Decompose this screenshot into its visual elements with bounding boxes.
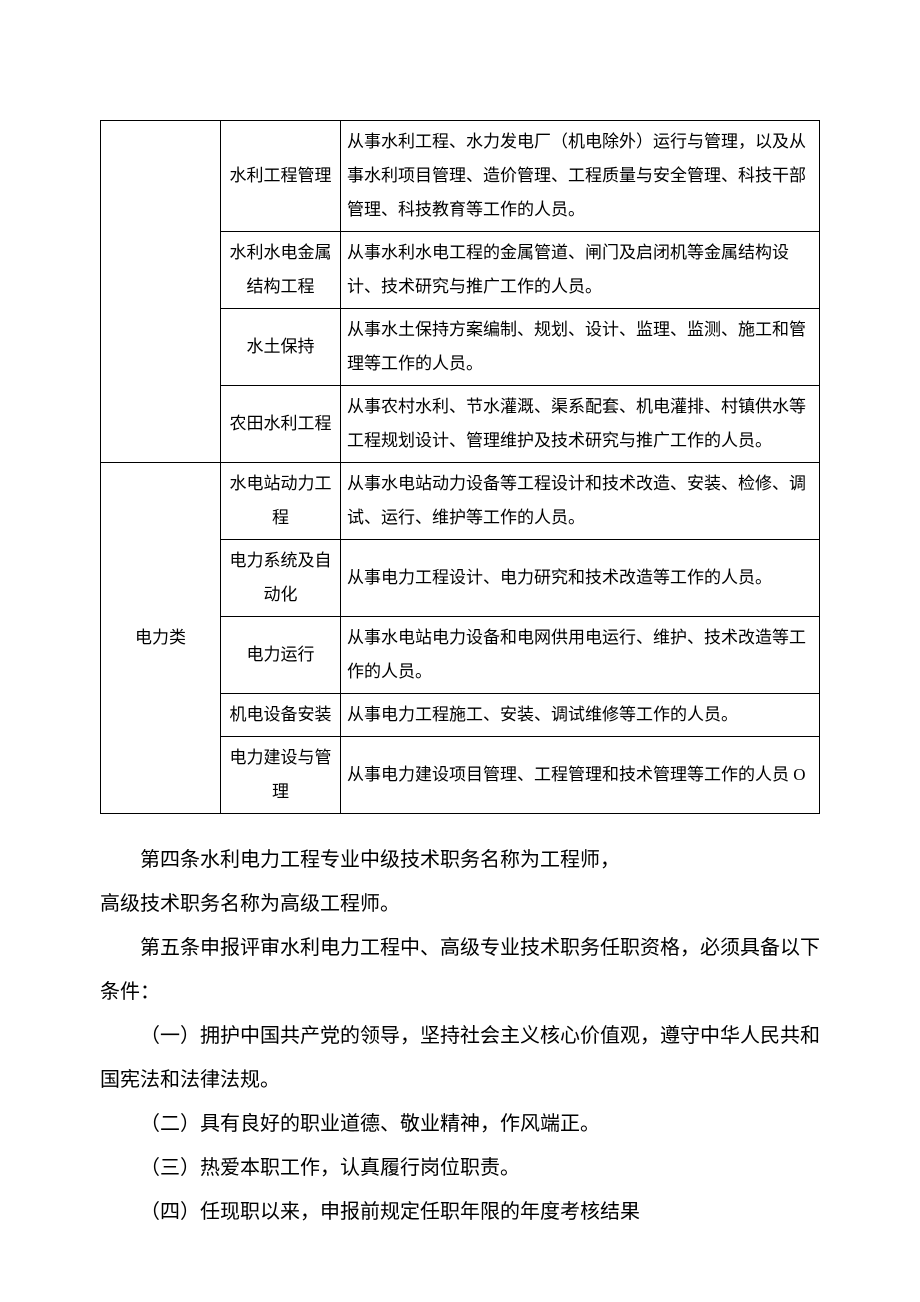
item-1: （一）拥护中国共产党的领导，坚持社会主义核心价值观，遵守中华人民共和国宪法和法律… [100, 1014, 820, 1102]
article-four: 第四条水利电力工程专业中级技术职务名称为工程师， [100, 838, 820, 882]
desc-cell: 从事农村水利、节水灌溉、渠系配套、机电灌排、村镇供水等工程规划设计、管理维护及技… [341, 386, 820, 463]
sub-cell: 农田水利工程 [221, 386, 341, 463]
article-four-head: 第四条 [140, 849, 200, 871]
sub-cell: 水土保持 [221, 309, 341, 386]
sub-cell: 水利工程管理 [221, 121, 341, 232]
sub-cell: 电力运行 [221, 617, 341, 694]
article-five-head: 第五条 [140, 937, 200, 959]
sub-cell: 机电设备安装 [221, 694, 341, 737]
sub-cell: 电力系统及自动化 [221, 540, 341, 617]
table-body: 水利工程管理 从事水利工程、水力发电厂（机电除外）运行与管理，以及从事水利项目管… [101, 121, 820, 814]
category-cell [101, 121, 221, 463]
item-4: （四）任现职以来，申报前规定任职年限的年度考核结果 [100, 1190, 820, 1234]
desc-cell: 从事电力工程设计、电力研究和技术改造等工作的人员。 [341, 540, 820, 617]
item-2-text: （二）具有良好的职业道德、敬业精神，作风端正。 [140, 1113, 600, 1135]
item-1-text: （一）拥护中国共产党的领导，坚持社会主义核心价值观，遵守中华人民共和国宪法和法律… [100, 1025, 820, 1091]
article-five-body: 申报评审水利电力工程中、高级专业技术职务任职资格，必须具备以下条件： [100, 937, 820, 1003]
sub-cell: 水电站动力工程 [221, 463, 341, 540]
item-4-text: （四）任现职以来，申报前规定任职年限的年度考核结果 [140, 1201, 640, 1223]
desc-cell: 从事电力工程施工、安装、调试维修等工作的人员。 [341, 694, 820, 737]
article-four-line1: 水利电力工程专业中级技术职务名称为工程师， [200, 849, 620, 871]
desc-cell: 从事水电站电力设备和电网供用电运行、维护、技术改造等工作的人员。 [341, 617, 820, 694]
sub-cell: 电力建设与管理 [221, 737, 341, 814]
table-row: 电力类 水电站动力工程 从事水电站动力设备等工程设计和技术改造、安装、检修、调试… [101, 463, 820, 540]
desc-cell: 从事水土保持方案编制、规划、设计、监理、监测、施工和管理等工作的人员。 [341, 309, 820, 386]
sub-cell: 水利水电金属结构工程 [221, 232, 341, 309]
item-3: （三）热爱本职工作，认真履行岗位职责。 [100, 1146, 820, 1190]
article-four-line2: 高级技术职务名称为高级工程师。 [100, 882, 820, 926]
desc-cell: 从事水利工程、水力发电厂（机电除外）运行与管理，以及从事水利项目管理、造价管理、… [341, 121, 820, 232]
desc-cell: 从事水电站动力设备等工程设计和技术改造、安装、检修、调试、运行、维护等工作的人员… [341, 463, 820, 540]
table-row: 水利工程管理 从事水利工程、水力发电厂（机电除外）运行与管理，以及从事水利项目管… [101, 121, 820, 232]
article-five: 第五条申报评审水利电力工程中、高级专业技术职务任职资格，必须具备以下条件： [100, 926, 820, 1014]
desc-cell: 从事水利水电工程的金属管道、闸门及启闭机等金属结构设计、技术研究与推广工作的人员… [341, 232, 820, 309]
item-2: （二）具有良好的职业道德、敬业精神，作风端正。 [100, 1102, 820, 1146]
category-cell: 电力类 [101, 463, 221, 814]
desc-cell: 从事电力建设项目管理、工程管理和技术管理等工作的人员 O [341, 737, 820, 814]
specialty-table: 水利工程管理 从事水利工程、水力发电厂（机电除外）运行与管理，以及从事水利项目管… [100, 120, 820, 814]
item-3-text: （三）热爱本职工作，认真履行岗位职责。 [140, 1157, 520, 1179]
